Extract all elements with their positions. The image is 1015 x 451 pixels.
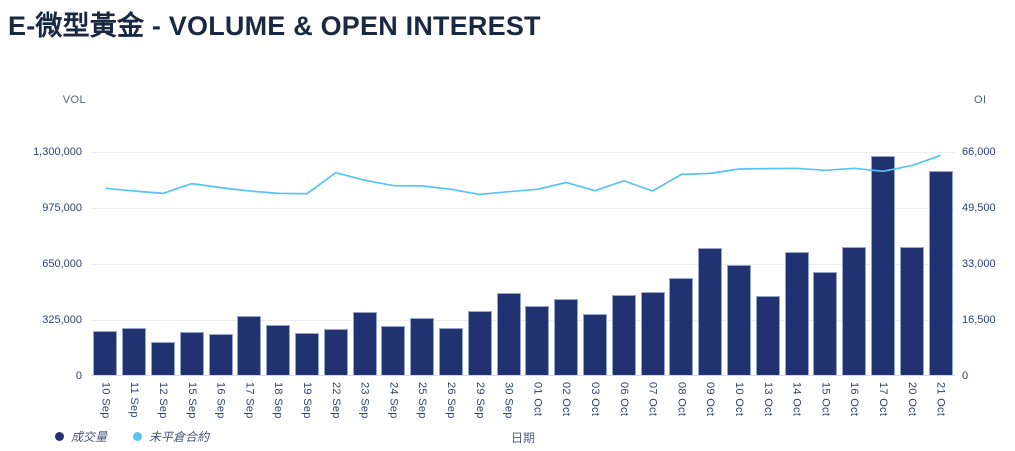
x-axis-tick: 17 Sep [243,382,256,419]
volume-legend-dot-icon [55,432,64,441]
x-axis-title: 日期 [510,431,535,445]
right-axis-tick: 0 [962,370,969,382]
left-axis-tick: 650,000 [42,258,82,270]
left-axis-tick: 325,000 [42,314,82,326]
x-axis-tick: 23 Sep [358,382,371,419]
volume-bar [179,331,204,375]
x-axis-tick: 09 Oct [704,382,717,417]
open-interest-legend-dot-icon [133,432,143,441]
volume-bar [208,334,233,375]
volume-bar [669,278,694,375]
volume-bar [381,326,406,375]
x-axis-tick: 01 Oct [531,382,544,417]
x-axis-tick: 20 Oct [905,382,918,417]
volume-bar [583,314,607,375]
volume-bar [467,311,492,375]
volume-bar [237,315,262,375]
x-axis-tick: 19 Sep [301,382,313,419]
left-axis-tick: 975,000 [42,202,82,214]
volume-bar [295,332,319,375]
x-axis-tick: 26 Sep [445,382,457,419]
x-axis-tick: 12 Sep [157,382,169,419]
x-axis-tick: 16 Oct [848,382,861,417]
volume-bar [727,264,751,375]
gridline [91,152,955,153]
legend-label-open-interest: 未平倉合約 [149,430,210,444]
gridline [91,264,955,265]
volume-bar [352,312,377,375]
right-axis-tick: 49,500 [962,202,996,214]
x-axis-tick: 08 Oct [675,382,688,417]
volume-bar [439,327,463,375]
volume-bar [554,299,579,375]
x-axis-tick: 29 Sep [473,382,486,419]
legend-item-volume[interactable]: 成交量 [55,428,107,445]
volume-bar [323,329,348,375]
right-axis-tick: 66,000 [962,146,996,158]
x-axis-tick: 02 Oct [560,382,573,417]
x-axis-tick: 03 Oct [589,382,601,417]
x-axis-tick: 18 Sep [272,382,285,419]
volume-bar [151,342,175,375]
volume-bar [525,306,550,375]
gridline [91,208,955,209]
plot-area [91,152,955,376]
volume-bar [640,291,665,375]
gridline [91,320,955,321]
left-axis-title: VOL [62,94,86,106]
x-axis-tick: 21 Oct [934,382,947,417]
volume-bar [813,271,838,375]
x-axis-tick: 11 Sep [128,382,141,418]
left-axis-tick: 1,300,000 [33,146,82,158]
x-axis-tick: 30 Sep [502,382,515,419]
x-axis-tick: 17 Oct [877,382,889,417]
volume-bar [496,292,521,375]
right-axis-tick: 16,500 [962,314,996,326]
x-axis-tick: 06 Oct [617,382,630,417]
volume-bar [93,330,118,375]
left-axis-tick: 0 [75,370,82,382]
x-axis-tick: 15 Sep [185,382,198,419]
x-axis-tick: 10 Oct [733,382,745,417]
volume-bar [842,247,867,375]
volume-bar [122,328,147,375]
x-axis-tick: 13 Oct [761,382,774,417]
x-axis-tick: 16 Sep [214,382,227,419]
x-axis-tick: 25 Sep [416,382,429,419]
volume-bar [755,295,780,375]
volume-bar [784,252,809,375]
x-axis-tick: 10 Sep [99,382,112,419]
right-axis-tick: 33,000 [962,258,996,270]
volume-bar [611,294,636,375]
x-axis-tick: 07 Oct [646,382,659,417]
chart-legend: 成交量 未平倉合約 [55,428,209,445]
volume-bar [928,170,953,375]
volume-bar [871,156,895,375]
right-axis-title: OI [974,94,987,106]
x-axis-tick: 22 Sep [329,382,342,419]
x-axis-tick: 15 Oct [819,382,832,417]
x-axis-tick: 24 Sep [387,382,400,419]
volume-bar [410,318,435,375]
legend-label-volume: 成交量 [71,430,108,444]
x-axis-tick: 14 Oct [790,382,803,417]
volume-bar [899,246,924,375]
legend-item-open-interest[interactable]: 未平倉合約 [133,428,209,445]
volume-bar [266,325,291,375]
open-interest-line [105,154,941,196]
page-title: E-微型黃金 - VOLUME & OPEN INTEREST [8,11,541,41]
volume-bar [698,248,723,375]
